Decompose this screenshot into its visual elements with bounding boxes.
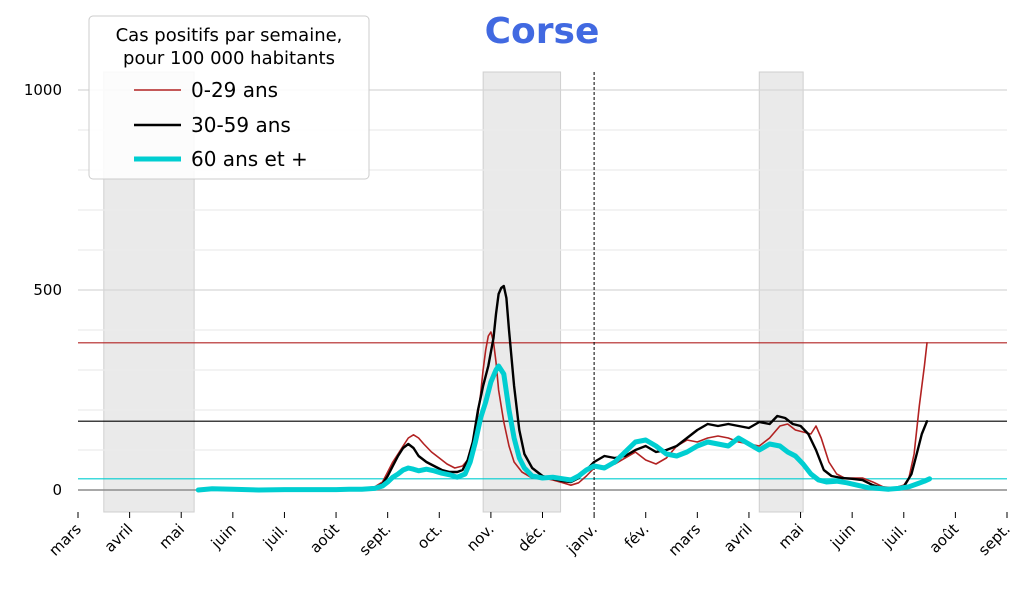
chart-title: Corse <box>485 11 600 52</box>
x-tick-label-5: juil. <box>259 520 291 552</box>
x-tick-label-7: sept. <box>355 520 394 559</box>
x-axis: mars avril mai juin juil. août sept. oct. nov. dé… <box>45 512 1014 560</box>
x-tick-label-8: oct. <box>414 520 447 553</box>
series-lines <box>195 284 933 493</box>
x-tick-label-9: nov. <box>463 520 498 555</box>
series-line-1 <box>197 331 928 491</box>
x-tick-label-4: juin <box>207 520 240 553</box>
x-tick-label-14: avril <box>720 520 756 556</box>
x-tick-label-16: juin <box>826 520 859 553</box>
legend-label-1: 0-29 ans <box>191 78 278 102</box>
x-tick-label-17: juil. <box>878 520 910 552</box>
x-tick-label-1: mars <box>45 520 85 560</box>
legend-box <box>88 15 370 180</box>
x-tick-label-18: août <box>926 520 963 557</box>
x-tick-label-6: août <box>306 520 343 557</box>
x-tick-label-10: déc. <box>514 520 549 555</box>
x-tick-label-11: janv. <box>563 520 601 558</box>
y-tick-label-0: 0 <box>52 481 62 499</box>
legend-title-line-2: pour 100 000 habitants <box>123 48 335 69</box>
x-tick-label-2: avril <box>101 520 137 556</box>
x-tick-label-19: sept. <box>975 520 1014 559</box>
series-line-3 <box>195 363 933 493</box>
legend: Cas positifs par semaine, pour 100 000 h… <box>88 15 370 180</box>
x-tick-label-3: mai <box>156 520 189 553</box>
legend-label-3: 60 ans et + <box>191 147 308 171</box>
shaded-period-3 <box>758 71 804 513</box>
x-tick-label-15: mai <box>775 520 808 553</box>
x-tick-label-13: mars <box>665 520 705 560</box>
y-tick-label-500: 500 <box>33 281 62 299</box>
series-line-2 <box>197 284 929 492</box>
legend-label-2: 30-59 ans <box>191 113 291 137</box>
legend-title-line-1: Cas positifs par semaine, <box>116 25 343 46</box>
y-tick-label-1000: 1000 <box>24 81 62 99</box>
y-axis: 0 500 1000 <box>24 81 62 499</box>
x-tick-label-12: fév. <box>621 520 653 552</box>
